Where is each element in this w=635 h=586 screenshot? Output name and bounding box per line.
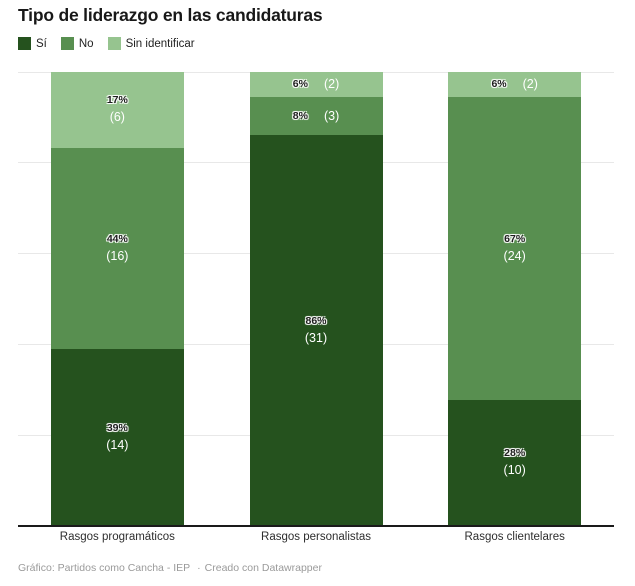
x-axis-label-1: Rasgos personalistas bbox=[261, 531, 371, 543]
legend-item-1: No bbox=[60, 37, 94, 50]
legend-item-2: Sin identificar bbox=[107, 37, 195, 50]
segment-count-label: (24) bbox=[503, 249, 526, 264]
segment-count-label: (16) bbox=[106, 249, 129, 264]
segment-count-label: (10) bbox=[503, 463, 526, 478]
x-axis-line bbox=[18, 525, 614, 527]
bar-segment: 8% (3) bbox=[249, 97, 383, 136]
footer-tool: Creado con Datawrapper bbox=[204, 562, 322, 574]
footer-separator: · bbox=[197, 562, 201, 574]
segment-pct-label: 8% bbox=[292, 109, 308, 122]
bar-segment: 44% (16) bbox=[50, 147, 184, 350]
x-axis-label-2: Rasgos clientelares bbox=[464, 531, 565, 543]
bar-2: 6% (2) 67% (24) 28% (10) bbox=[448, 72, 582, 526]
legend-label: No bbox=[78, 37, 94, 50]
segment-count-label: (14) bbox=[106, 438, 129, 453]
segment-pct-label: 44% bbox=[106, 233, 128, 246]
x-axis-label-0: Rasgos programáticos bbox=[59, 531, 175, 543]
segment-pct-label: 6% bbox=[491, 78, 507, 91]
segment-pct-label: 86% bbox=[305, 315, 327, 328]
bar-column-1: 6% (2) 8% (3) 86% (31) bbox=[217, 72, 416, 526]
bar-segment: 6% (2) bbox=[249, 72, 383, 98]
bar-segment: 86% (31) bbox=[249, 135, 383, 526]
bar-segment: 28% (10) bbox=[448, 399, 582, 526]
bar-segment: 6% (2) bbox=[448, 72, 582, 98]
bar-segment: 17% (6) bbox=[50, 72, 184, 148]
bar-column-0: 17% (6) 44% (16) 39% (14) bbox=[18, 72, 217, 526]
footer-credit: Gráfico: Partidos como Cancha - IEP bbox=[18, 562, 191, 574]
legend-label: Sin identificar bbox=[125, 37, 195, 50]
legend: Sí No Sin identificar bbox=[18, 37, 195, 50]
segment-count-label: (31) bbox=[304, 331, 328, 346]
x-axis-labels: Rasgos programáticos Rasgos personalistas… bbox=[18, 531, 614, 543]
bar-column-2: 6% (2) 67% (24) 28% (10) bbox=[415, 72, 614, 526]
bar-columns: 17% (6) 44% (16) 39% (14) 6% (2) 8% (3) 86% (31) 6%(… bbox=[18, 72, 614, 526]
legend-label: Sí bbox=[36, 37, 47, 50]
bar-0: 17% (6) 44% (16) 39% (14) bbox=[50, 72, 184, 526]
segment-count-label: (2) bbox=[323, 77, 340, 92]
chart-footer: Gráfico: Partidos como Cancha - IEP · Crea… bbox=[18, 562, 322, 574]
segment-pct-label: 28% bbox=[504, 447, 526, 460]
legend-swatch-icon bbox=[107, 37, 121, 50]
segment-pct-label: 39% bbox=[106, 422, 128, 435]
segment-count-label: (3) bbox=[323, 108, 340, 123]
segment-pct-label: 6% bbox=[292, 78, 308, 91]
bar-segment: 39% (14) bbox=[50, 349, 184, 526]
legend-swatch-icon bbox=[60, 37, 74, 50]
bar-segment: 67% (24) bbox=[448, 97, 582, 400]
segment-pct-label: 17% bbox=[106, 94, 128, 107]
chart-title: Tipo de liderazgo en las candidaturas bbox=[18, 5, 323, 25]
segment-pct-label: 67% bbox=[504, 233, 526, 246]
legend-item-0: Sí bbox=[18, 37, 47, 50]
bar-1: 6% (2) 8% (3) 86% (31) bbox=[249, 72, 383, 526]
segment-count-label: (6) bbox=[109, 110, 125, 125]
segment-count-label: (2) bbox=[522, 77, 538, 92]
plot-area: 17% (6) 44% (16) 39% (14) 6% (2) 8% (3) 86% (31) 6%(… bbox=[18, 71, 614, 527]
legend-swatch-icon bbox=[18, 37, 31, 50]
